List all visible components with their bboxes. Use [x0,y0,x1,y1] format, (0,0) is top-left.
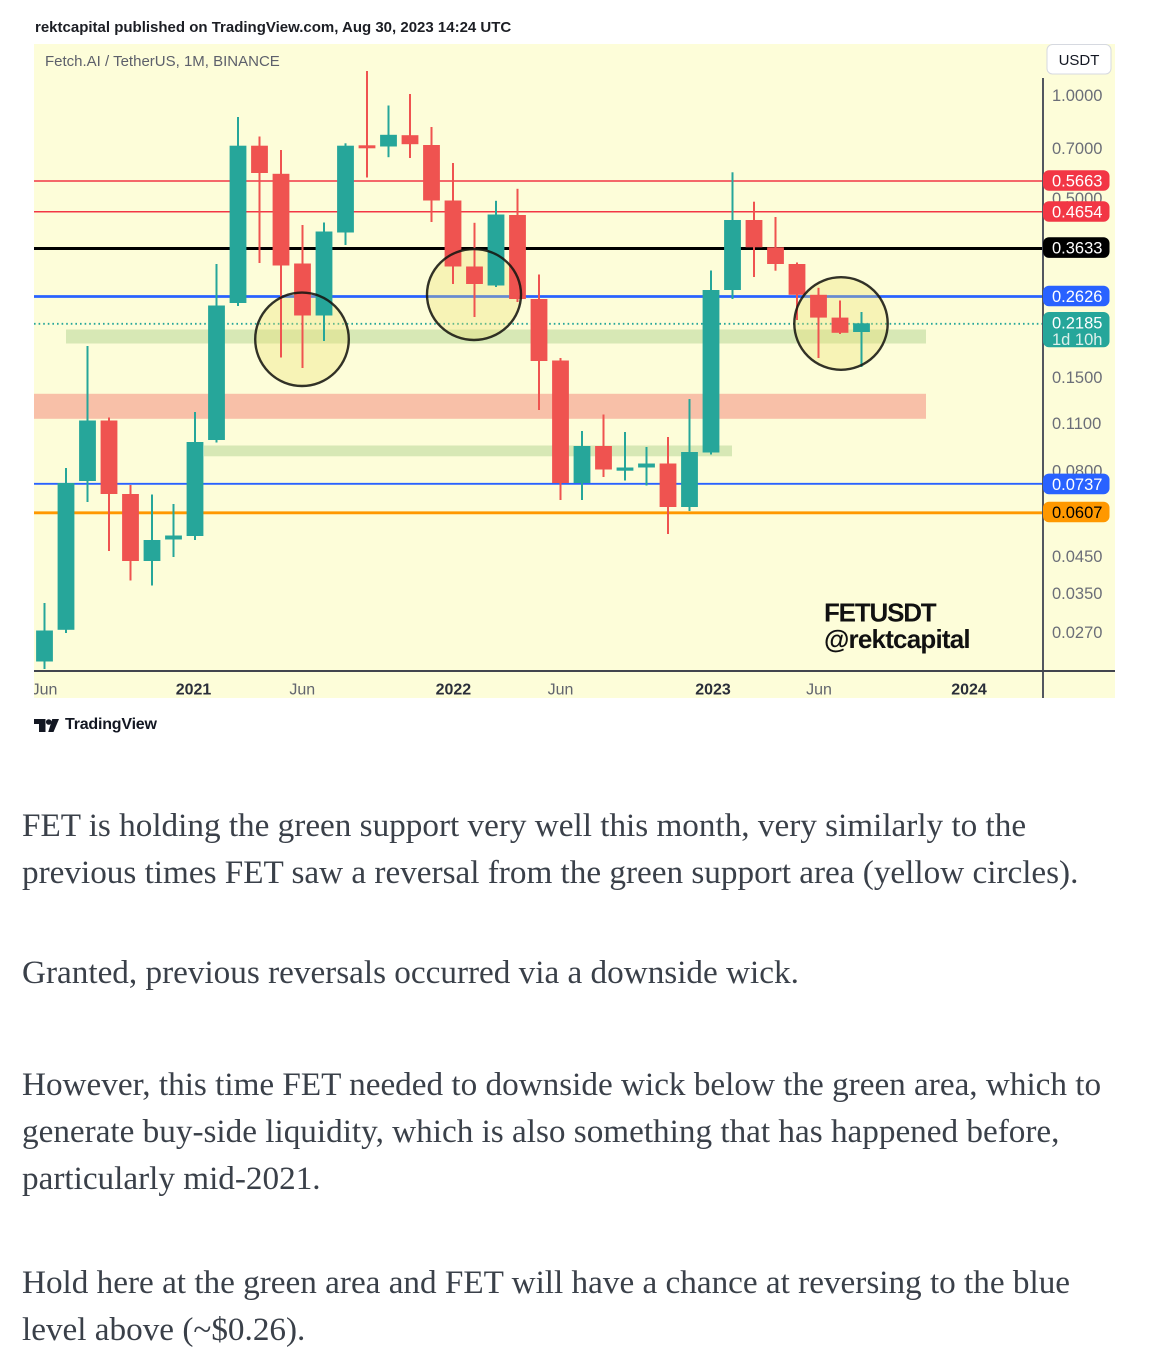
svg-text:0.5663: 0.5663 [1052,172,1102,190]
svg-text:1d 10h: 1d 10h [1052,331,1102,349]
svg-text:0.0270: 0.0270 [1052,624,1102,642]
svg-text:2023: 2023 [695,682,731,699]
svg-text:0.7000: 0.7000 [1052,140,1102,158]
svg-text:@rektcapital: @rektcapital [824,624,970,654]
svg-text:USDT: USDT [1059,52,1100,69]
svg-text:2022: 2022 [436,682,472,699]
svg-text:0.0607: 0.0607 [1052,504,1102,522]
svg-text:0.1500: 0.1500 [1052,369,1102,387]
svg-text:Jun: Jun [289,682,315,699]
svg-text:FETUSDT: FETUSDT [824,598,937,628]
svg-text:Jun: Jun [806,682,832,699]
svg-text:Fetch.AI / TetherUS, 1M, BINAN: Fetch.AI / TetherUS, 1M, BINANCE [45,53,280,70]
svg-text:Jun: Jun [34,682,57,699]
svg-text:0.2626: 0.2626 [1052,288,1102,306]
svg-text:0.4654: 0.4654 [1052,203,1102,221]
svg-text:1.0000: 1.0000 [1052,87,1102,105]
svg-text:0.3633: 0.3633 [1052,240,1102,258]
svg-text:0.0450: 0.0450 [1052,548,1102,566]
svg-text:0.0350: 0.0350 [1052,585,1102,603]
svg-text:0.1100: 0.1100 [1052,415,1101,433]
svg-text:Jun: Jun [548,682,574,699]
svg-text:0.2185: 0.2185 [1052,315,1102,333]
svg-text:2024: 2024 [951,682,987,699]
svg-text:0.0737: 0.0737 [1052,476,1102,494]
svg-text:2021: 2021 [176,682,212,699]
